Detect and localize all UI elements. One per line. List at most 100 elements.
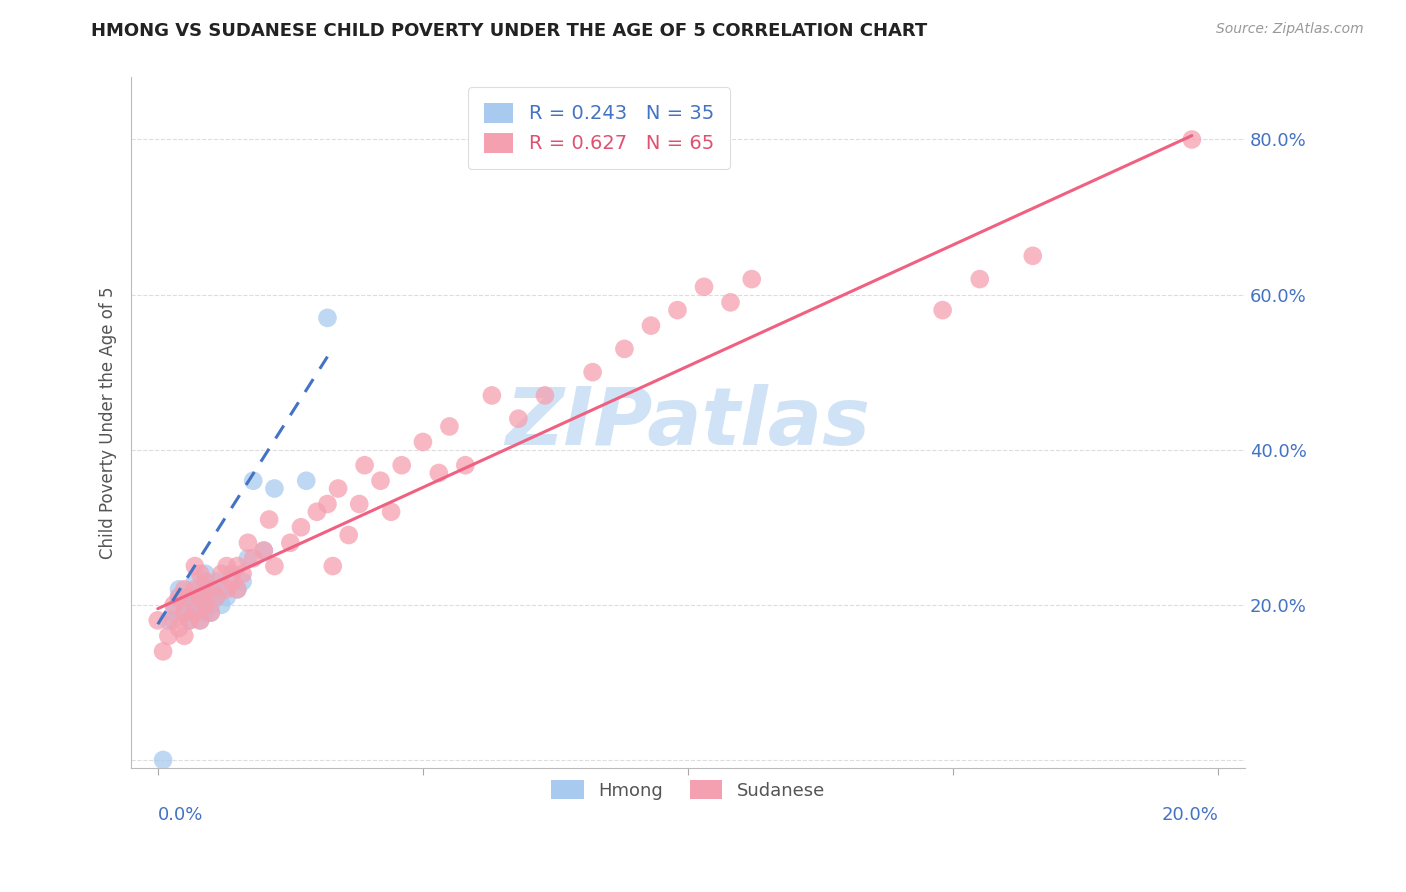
Point: [184, 590, 207, 604]
Point: [173, 582, 195, 597]
Legend: Hmong, Sudanese: Hmong, Sudanese: [544, 773, 832, 807]
Point: [188, 598, 211, 612]
Point: [353, 458, 375, 473]
Point: [179, 613, 201, 627]
Point: [152, 753, 174, 767]
Point: [215, 559, 238, 574]
Point: [581, 365, 603, 379]
Point: [290, 520, 312, 534]
Y-axis label: Child Poverty Under the Age of 5: Child Poverty Under the Age of 5: [100, 286, 117, 558]
Point: [209, 598, 232, 612]
Point: [167, 590, 190, 604]
Point: [969, 272, 991, 286]
Point: [295, 474, 318, 488]
Point: [232, 566, 254, 581]
Point: [179, 613, 201, 627]
Text: Source: ZipAtlas.com: Source: ZipAtlas.com: [1216, 22, 1364, 37]
Point: [326, 482, 349, 496]
Point: [253, 543, 276, 558]
Point: [253, 543, 276, 558]
Point: [693, 280, 716, 294]
Point: [179, 598, 201, 612]
Point: [200, 582, 222, 597]
Point: [209, 582, 232, 597]
Point: [481, 388, 503, 402]
Point: [194, 590, 217, 604]
Point: [236, 551, 259, 566]
Point: [439, 419, 461, 434]
Point: [666, 303, 689, 318]
Point: [184, 582, 207, 597]
Point: [179, 590, 201, 604]
Point: [209, 566, 232, 581]
Point: [188, 582, 211, 597]
Point: [370, 474, 392, 488]
Point: [242, 474, 264, 488]
Point: [200, 598, 222, 612]
Text: HMONG VS SUDANESE CHILD POVERTY UNDER THE AGE OF 5 CORRELATION CHART: HMONG VS SUDANESE CHILD POVERTY UNDER TH…: [91, 22, 928, 40]
Point: [146, 613, 169, 627]
Point: [173, 629, 195, 643]
Point: [316, 497, 339, 511]
Point: [226, 582, 249, 597]
Point: [380, 505, 402, 519]
Point: [205, 590, 228, 604]
Point: [184, 606, 207, 620]
Point: [391, 458, 413, 473]
Point: [337, 528, 360, 542]
Point: [322, 559, 344, 574]
Point: [167, 590, 190, 604]
Point: [200, 606, 222, 620]
Point: [640, 318, 662, 333]
Point: [226, 559, 249, 574]
Point: [184, 574, 207, 589]
Point: [305, 505, 328, 519]
Text: 0.0%: 0.0%: [157, 805, 202, 823]
Point: [200, 606, 222, 620]
Point: [188, 566, 211, 581]
Point: [184, 606, 207, 620]
Point: [194, 566, 217, 581]
Point: [236, 536, 259, 550]
Point: [280, 536, 302, 550]
Point: [215, 582, 238, 597]
Point: [188, 613, 211, 627]
Point: [188, 590, 211, 604]
Point: [205, 590, 228, 604]
Point: [1022, 249, 1045, 263]
Point: [221, 574, 243, 589]
Text: 20.0%: 20.0%: [1161, 805, 1219, 823]
Point: [188, 613, 211, 627]
Point: [205, 574, 228, 589]
Point: [741, 272, 763, 286]
Point: [194, 598, 217, 612]
Point: [613, 342, 636, 356]
Point: [1181, 132, 1204, 146]
Point: [534, 388, 557, 402]
Point: [316, 310, 339, 325]
Point: [167, 582, 190, 597]
Point: [163, 598, 186, 612]
Point: [215, 590, 238, 604]
Point: [163, 613, 186, 627]
Point: [194, 606, 217, 620]
Point: [508, 411, 530, 425]
Point: [720, 295, 742, 310]
Point: [427, 466, 450, 480]
Point: [412, 434, 434, 449]
Point: [157, 629, 180, 643]
Point: [200, 582, 222, 597]
Text: ZIPatlas: ZIPatlas: [506, 384, 870, 461]
Point: [242, 551, 264, 566]
Point: [263, 559, 285, 574]
Point: [454, 458, 477, 473]
Point: [263, 482, 285, 496]
Point: [173, 590, 195, 604]
Point: [173, 606, 195, 620]
Point: [157, 613, 180, 627]
Point: [173, 606, 195, 620]
Point: [163, 606, 186, 620]
Point: [167, 621, 190, 635]
Point: [221, 566, 243, 581]
Point: [152, 644, 174, 658]
